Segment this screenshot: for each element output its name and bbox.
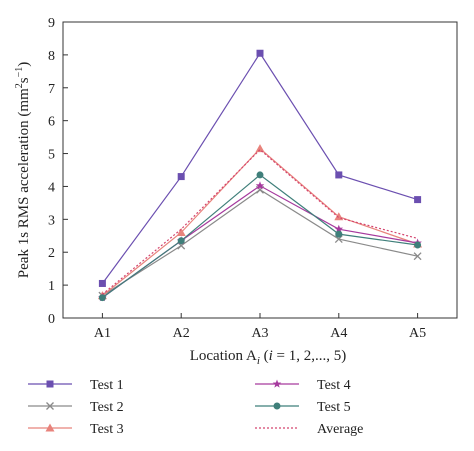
legend-label: Test 2: [90, 400, 124, 415]
x-tick-label: A2: [173, 326, 190, 341]
y-tick-label: 5: [48, 148, 55, 163]
series-test-2: [98, 185, 422, 300]
point-marker: [45, 423, 55, 432]
y-tick-label: 1: [48, 279, 55, 294]
series-line: [102, 148, 418, 295]
x-tick-label: A4: [330, 326, 347, 341]
y-tick-label: 7: [48, 82, 55, 97]
point-marker: [414, 241, 422, 249]
point-marker: [98, 279, 106, 287]
y-tick-label: 9: [48, 16, 55, 31]
point-marker: [334, 224, 344, 233]
series-test-1: [98, 49, 422, 287]
legend-item-test-5: Test 5: [255, 400, 351, 415]
point-marker: [255, 144, 265, 153]
legend-label: Average: [317, 422, 363, 437]
series-line: [102, 185, 418, 299]
series-average: [102, 148, 418, 295]
legend-item-test-1: Test 1: [28, 378, 124, 393]
legend-item-average: Average: [255, 422, 363, 437]
x-tick-label: A3: [251, 326, 268, 341]
legend-label: Test 3: [90, 422, 124, 437]
x-axis-title: Location Ai (i = 1, 2,..., 5): [190, 348, 347, 367]
series-test-5: [98, 171, 422, 302]
legend-item-test-4: Test 4: [255, 378, 351, 393]
legend: Test 1 Test 2 Test 3 Test 4 Test 5 Average: [28, 378, 363, 437]
x-tick-label: A1: [94, 326, 111, 341]
point-marker: [46, 402, 54, 410]
y-tick-label: 4: [48, 180, 55, 195]
series-layer: [97, 49, 423, 302]
legend-item-test-3: Test 3: [28, 422, 124, 437]
point-marker: [177, 237, 185, 245]
point-marker: [176, 227, 186, 236]
y-axis: 0 1 2 3 4 5 6 7 8 9: [48, 16, 68, 327]
point-marker: [46, 380, 54, 388]
legend-label: Test 4: [317, 378, 351, 393]
y-axis-title: Peak 1s RMS acceleration (mm2s−1): [14, 62, 32, 278]
y-tick-label: 8: [48, 49, 55, 64]
point-marker: [414, 196, 422, 204]
point-marker: [255, 181, 265, 190]
y-tick-label: 3: [48, 213, 55, 228]
point-marker: [256, 49, 264, 57]
series-test-4: [98, 181, 422, 302]
point-marker: [177, 173, 185, 181]
series-line: [101, 52, 418, 284]
point-marker: [335, 171, 343, 179]
y-tick-label: 0: [48, 312, 55, 327]
point-marker: [413, 252, 422, 261]
point-marker: [98, 294, 106, 302]
series-line: [102, 147, 418, 297]
y-tick-label: 6: [48, 115, 55, 130]
x-tick-label: A5: [409, 326, 426, 341]
x-axis: A1 A2 A3 A4 A5: [94, 313, 426, 341]
plot-frame: [62, 21, 458, 319]
legend-label: Test 5: [317, 400, 351, 415]
series-line: [102, 174, 418, 299]
point-marker: [272, 379, 282, 388]
series-line: [102, 189, 418, 297]
point-marker: [335, 230, 343, 238]
legend-item-test-2: Test 2: [28, 400, 124, 415]
point-marker: [256, 171, 264, 179]
point-marker: [273, 402, 281, 410]
legend-label: Test 1: [90, 378, 124, 393]
series-test-3: [97, 144, 423, 300]
y-tick-label: 2: [48, 246, 55, 261]
